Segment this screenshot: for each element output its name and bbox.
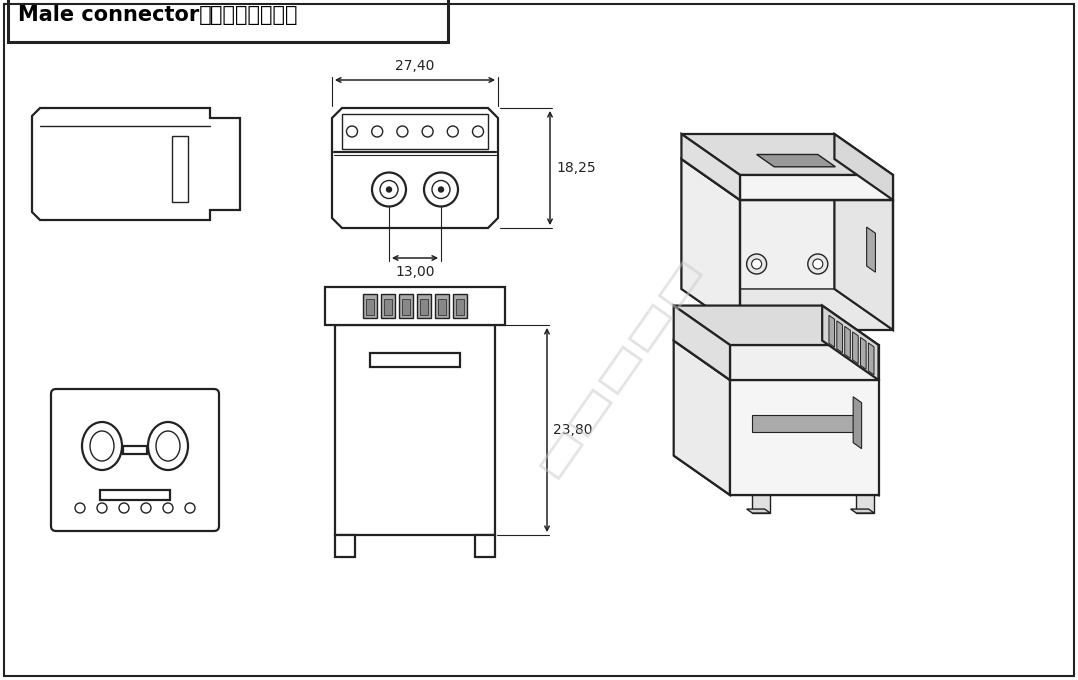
Polygon shape [730, 380, 879, 495]
Circle shape [747, 254, 766, 274]
Circle shape [75, 503, 85, 513]
Bar [475, 535, 495, 557]
Circle shape [119, 503, 129, 513]
Polygon shape [681, 134, 893, 175]
FancyBboxPatch shape [51, 389, 219, 531]
Text: 18,25: 18,25 [556, 161, 596, 175]
Circle shape [141, 503, 151, 513]
Circle shape [751, 259, 762, 269]
Polygon shape [752, 495, 771, 513]
Bar [399, 294, 413, 318]
Bar [370, 353, 460, 367]
Bar [420, 299, 428, 315]
Bar [456, 299, 464, 315]
Circle shape [97, 503, 107, 513]
Polygon shape [681, 159, 834, 289]
Bar [324, 287, 505, 325]
Polygon shape [681, 134, 740, 200]
Circle shape [432, 180, 450, 199]
Text: 13,00: 13,00 [396, 265, 434, 279]
Text: （公头连接器）: （公头连接器） [210, 5, 298, 25]
Polygon shape [829, 316, 834, 347]
Polygon shape [332, 108, 498, 228]
Bar [172, 136, 188, 202]
Circle shape [387, 187, 391, 192]
Circle shape [447, 126, 458, 137]
Bar [417, 294, 431, 318]
Polygon shape [747, 509, 771, 513]
Polygon shape [856, 495, 874, 513]
Polygon shape [730, 345, 879, 380]
Polygon shape [752, 415, 856, 432]
Polygon shape [674, 305, 730, 380]
Text: Male connector：: Male connector： [18, 5, 211, 25]
Polygon shape [834, 134, 893, 200]
Circle shape [381, 180, 398, 199]
Bar [367, 299, 374, 315]
Circle shape [163, 503, 172, 513]
Ellipse shape [156, 431, 180, 461]
Polygon shape [851, 509, 874, 513]
Circle shape [439, 187, 443, 192]
Polygon shape [674, 341, 823, 456]
Circle shape [423, 126, 433, 137]
Polygon shape [674, 341, 730, 495]
Polygon shape [757, 154, 835, 167]
Ellipse shape [89, 431, 114, 461]
Bar [436, 294, 450, 318]
Polygon shape [845, 326, 851, 358]
Polygon shape [853, 332, 858, 364]
Circle shape [472, 126, 484, 137]
Ellipse shape [82, 422, 122, 470]
Bar [453, 294, 467, 318]
Polygon shape [681, 159, 740, 330]
Bar [402, 299, 410, 315]
Polygon shape [823, 305, 879, 380]
Polygon shape [674, 456, 879, 495]
Polygon shape [867, 227, 875, 272]
Bar [384, 299, 392, 315]
Ellipse shape [148, 422, 188, 470]
Bar [8, 0, 448, 42]
Text: 济
有
限
公
司: 济 有 限 公 司 [535, 257, 705, 483]
Circle shape [813, 259, 823, 269]
Polygon shape [860, 337, 866, 369]
Circle shape [807, 254, 828, 274]
Polygon shape [674, 341, 879, 380]
Bar [438, 299, 446, 315]
Circle shape [185, 503, 195, 513]
Circle shape [424, 173, 458, 207]
Bar [123, 446, 147, 454]
Circle shape [372, 126, 383, 137]
Bar [335, 535, 355, 557]
Bar [342, 114, 488, 149]
Bar [335, 325, 495, 535]
Polygon shape [853, 396, 861, 449]
Circle shape [346, 126, 358, 137]
Circle shape [372, 173, 406, 207]
Polygon shape [740, 175, 893, 200]
Polygon shape [681, 289, 893, 330]
Text: 23,80: 23,80 [553, 423, 593, 437]
Polygon shape [834, 159, 893, 330]
Polygon shape [837, 321, 843, 353]
Polygon shape [823, 341, 879, 495]
Polygon shape [869, 343, 874, 375]
Polygon shape [681, 159, 893, 200]
Bar [363, 294, 377, 318]
Text: 27,40: 27,40 [396, 59, 434, 73]
Bar [381, 294, 395, 318]
Polygon shape [32, 108, 240, 220]
Polygon shape [674, 305, 879, 345]
Bar [100, 490, 170, 500]
Circle shape [397, 126, 407, 137]
